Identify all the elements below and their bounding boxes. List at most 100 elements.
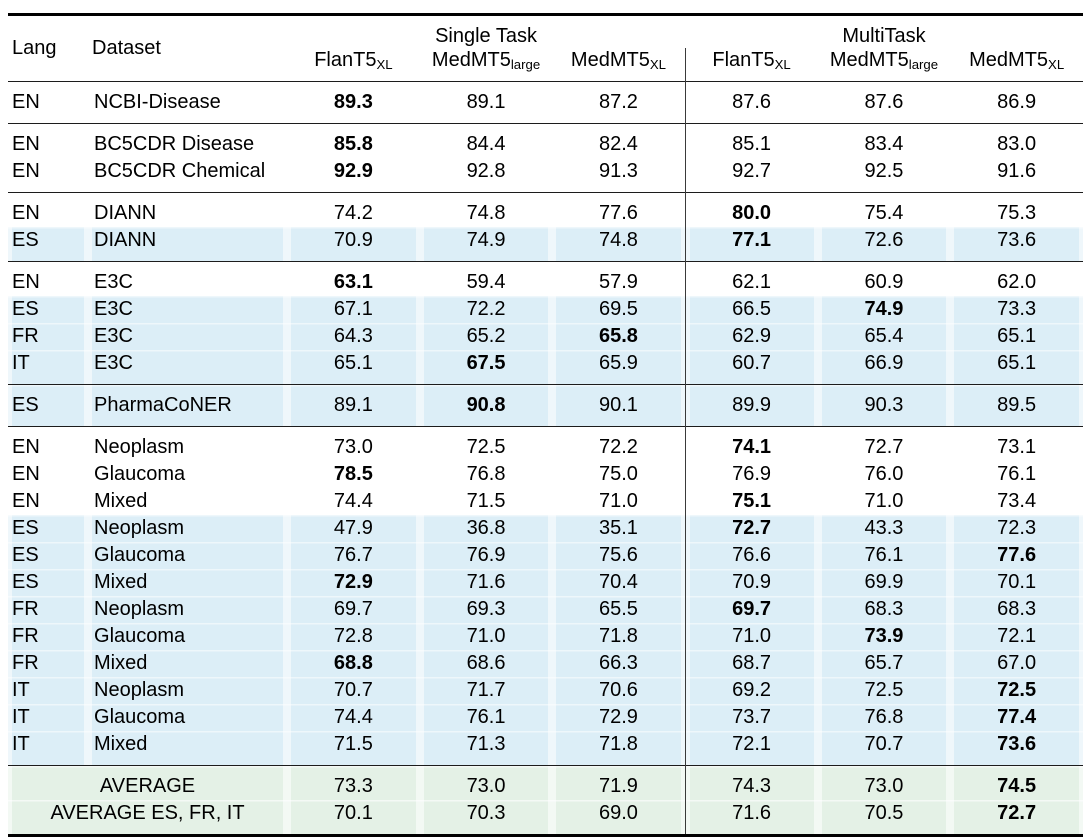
lang-cell: FR bbox=[8, 650, 89, 677]
value-cell: 67.0 bbox=[950, 650, 1083, 677]
value-cell: 89.9 bbox=[684, 384, 818, 427]
lang-cell: EN bbox=[12, 463, 40, 485]
lang-cell: EN bbox=[12, 271, 40, 293]
value-cell: 71.0 bbox=[598, 490, 638, 512]
value-cell: 74.4 bbox=[333, 490, 373, 512]
table-row: IT Glaucoma 74.4 76.1 72.9 73.7 76.8 77.4 bbox=[8, 704, 1083, 731]
model-size-subscript: large bbox=[908, 56, 939, 72]
value-cell: 72.5 bbox=[817, 677, 951, 704]
value-cell: 65.1 bbox=[287, 350, 420, 385]
value-cell: 91.6 bbox=[997, 160, 1037, 182]
value-cell: 70.9 bbox=[684, 569, 818, 596]
average-row: AVERAGE 73.3 73.0 71.9 74.3 73.0 74.5 bbox=[8, 765, 1083, 800]
value-cell: 83.0 bbox=[997, 133, 1037, 155]
table-row: ES Glaucoma 76.7 76.9 75.6 76.6 76.1 77.6 bbox=[8, 542, 1083, 569]
value-cell: 68.8 bbox=[287, 650, 420, 677]
average-section: AVERAGE 73.3 73.0 71.9 74.3 73.0 74.5 AVERAGE E… bbox=[8, 765, 1083, 836]
table-row: IT Neoplasm 70.7 71.7 70.6 69.2 72.5 72.5 bbox=[8, 677, 1083, 704]
value-cell: 72.2 bbox=[598, 436, 638, 458]
value-cell: 71.5 bbox=[287, 731, 420, 766]
dataset-cell: DIANN bbox=[94, 202, 157, 224]
value-cell: 71.0 bbox=[864, 490, 904, 512]
table-row: EN DIANN 74.2 74.8 77.6 80.0 75.4 75.3 bbox=[8, 192, 1083, 227]
value-cell: 47.9 bbox=[287, 515, 420, 542]
average-value-cell: 73.3 bbox=[287, 765, 420, 800]
value-cell: 76.9 bbox=[419, 542, 553, 569]
table-row: EN E3C 63.1 59.4 57.9 62.1 60.9 62.0 bbox=[8, 261, 1083, 296]
header-model-st-flant5: FlanT5XL bbox=[287, 48, 420, 82]
dataset-cell: E3C bbox=[88, 296, 288, 323]
value-cell: 60.7 bbox=[684, 350, 818, 385]
value-cell: 72.6 bbox=[817, 227, 951, 262]
table-group: ES PharmaCoNER 89.1 90.8 90.1 89.9 90.3 89.5 bbox=[8, 384, 1083, 427]
average-row: AVERAGE ES, FR, IT 70.1 70.3 69.0 71.6 70.5 72… bbox=[8, 800, 1083, 836]
dataset-cell: Neoplasm bbox=[88, 596, 288, 623]
value-cell: 71.6 bbox=[419, 569, 553, 596]
value-cell: 71.8 bbox=[552, 623, 686, 650]
value-cell: 69.2 bbox=[684, 677, 818, 704]
value-cell: 76.7 bbox=[287, 542, 420, 569]
value-cell: 72.3 bbox=[950, 515, 1083, 542]
value-cell: 65.8 bbox=[552, 323, 686, 350]
table-row: FR Neoplasm 69.7 69.3 65.5 69.7 68.3 68.3 bbox=[8, 596, 1083, 623]
table-row: ES Neoplasm 47.9 36.8 35.1 72.7 43.3 72.3 bbox=[8, 515, 1083, 542]
lang-cell: EN bbox=[12, 160, 40, 182]
value-cell: 75.0 bbox=[598, 463, 638, 485]
value-cell: 77.6 bbox=[598, 202, 638, 224]
value-cell: 92.8 bbox=[466, 160, 506, 182]
value-cell: 70.7 bbox=[287, 677, 420, 704]
average-value-cell: 72.7 bbox=[950, 800, 1083, 836]
table-group: EN Neoplasm 73.0 72.5 72.2 74.1 72.7 73.1 EN Glau… bbox=[8, 426, 1083, 766]
model-name: FlanT5 bbox=[712, 49, 775, 71]
value-cell: 68.7 bbox=[684, 650, 818, 677]
table-row: FR Glaucoma 72.8 71.0 71.8 71.0 73.9 72.1 bbox=[8, 623, 1083, 650]
value-cell: 73.0 bbox=[333, 436, 373, 458]
model-size-subscript: large bbox=[510, 56, 541, 72]
value-cell: 67.5 bbox=[419, 350, 553, 385]
value-cell: 67.1 bbox=[287, 296, 420, 323]
value-cell: 87.6 bbox=[864, 91, 904, 113]
value-cell: 74.4 bbox=[287, 704, 420, 731]
dataset-cell: E3C bbox=[88, 323, 288, 350]
value-cell: 77.4 bbox=[950, 704, 1083, 731]
table-row: EN Glaucoma 78.5 76.8 75.0 76.9 76.0 76.1 bbox=[8, 461, 1083, 488]
value-cell: 87.2 bbox=[598, 91, 638, 113]
value-cell: 75.4 bbox=[864, 202, 904, 224]
header-group-multitask: MultiTask bbox=[842, 25, 926, 47]
value-cell: 83.4 bbox=[864, 133, 904, 155]
dataset-cell: Neoplasm bbox=[88, 677, 288, 704]
header-model-mt-flant5: FlanT5XL bbox=[684, 48, 818, 82]
value-cell: 89.1 bbox=[466, 91, 506, 113]
value-cell: 71.0 bbox=[419, 623, 553, 650]
value-cell: 76.8 bbox=[817, 704, 951, 731]
value-cell: 66.5 bbox=[684, 296, 818, 323]
value-cell: 85.1 bbox=[684, 123, 818, 158]
table-row: ES Mixed 72.9 71.6 70.4 70.9 69.9 70.1 bbox=[8, 569, 1083, 596]
value-cell: 87.6 bbox=[684, 81, 818, 124]
dataset-cell: Mixed bbox=[88, 569, 288, 596]
lang-cell: EN bbox=[12, 133, 40, 155]
results-table: Lang Dataset Single Task MultiTask FlanT… bbox=[8, 13, 1083, 837]
value-cell: 68.6 bbox=[419, 650, 553, 677]
value-cell: 90.1 bbox=[552, 384, 686, 427]
value-cell: 73.1 bbox=[997, 436, 1037, 458]
value-cell: 92.9 bbox=[333, 160, 373, 182]
average-value-cell: 73.0 bbox=[817, 765, 951, 800]
dataset-cell: Glaucoma bbox=[88, 704, 288, 731]
lang-cell: EN bbox=[12, 91, 40, 113]
table-group: EN NCBI-Disease 89.3 89.1 87.2 87.6 87.6 86.9 bbox=[8, 81, 1083, 124]
value-cell: 69.5 bbox=[552, 296, 686, 323]
value-cell: 70.6 bbox=[552, 677, 686, 704]
average-value-cell: 70.3 bbox=[419, 800, 553, 836]
dataset-cell: BC5CDR Disease bbox=[94, 133, 255, 155]
value-cell: 77.6 bbox=[950, 542, 1083, 569]
value-cell: 74.8 bbox=[552, 227, 686, 262]
table-row: IT Mixed 71.5 71.3 71.8 72.1 70.7 73.6 bbox=[8, 731, 1083, 766]
dataset-cell: Mixed bbox=[88, 650, 288, 677]
value-cell: 74.8 bbox=[466, 202, 506, 224]
average-value-cell: 71.6 bbox=[684, 800, 818, 836]
average-value-cell: 70.5 bbox=[817, 800, 951, 836]
value-cell: 72.2 bbox=[419, 296, 553, 323]
value-cell: 35.1 bbox=[552, 515, 686, 542]
lang-cell: EN bbox=[12, 436, 40, 458]
